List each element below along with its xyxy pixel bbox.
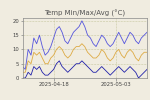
Title: Temp Min/Max/Avg (°C): Temp Min/Max/Avg (°C) (44, 10, 125, 17)
